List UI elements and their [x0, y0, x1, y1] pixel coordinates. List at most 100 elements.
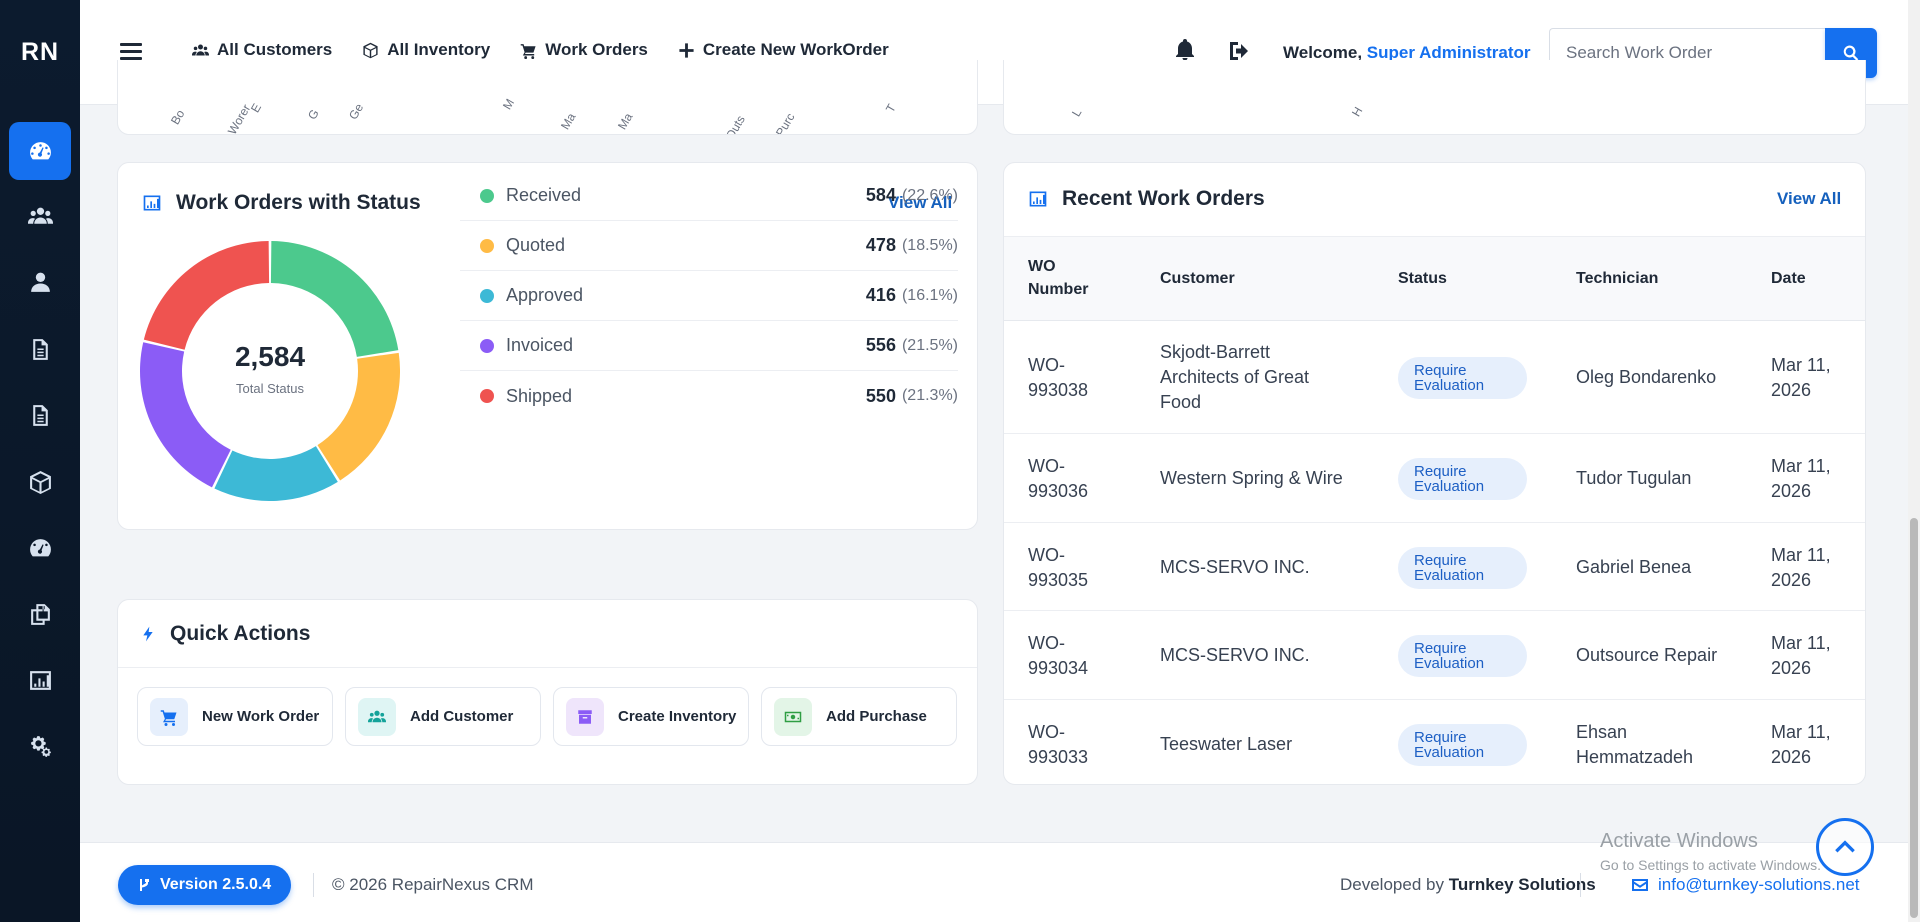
- wo-prefix: WO-: [1028, 722, 1065, 742]
- table-row[interactable]: WO- 993034 MCS-SERVO INC. Require Evaluati…: [1004, 611, 1865, 700]
- donut-slice-received[interactable]: [270, 241, 399, 357]
- card-title-text: Work Orders with Status: [176, 191, 421, 214]
- legend-row-received: Received 584 (22.6%): [460, 171, 958, 221]
- donut-slice-quoted[interactable]: [317, 352, 400, 481]
- nav-work-orders[interactable]: Work Orders: [520, 40, 648, 60]
- sidebar-item-copies[interactable]: [9, 585, 71, 643]
- col-customer[interactable]: Customer: [1160, 270, 1235, 287]
- legend-value: 584: [865, 185, 896, 205]
- customer-line: Architects of Great: [1160, 367, 1310, 387]
- footer: Version 2.5.0.4 © 2026 RepairNexus CRM D…: [80, 842, 1908, 922]
- cell-wo-number[interactable]: WO- 993033: [1028, 720, 1088, 770]
- sidebar-item-documents[interactable]: [9, 320, 71, 378]
- sidebar-item-customers[interactable]: [9, 187, 71, 245]
- create-inventory-button[interactable]: Create Inventory: [553, 687, 749, 746]
- legend-percent: (21.5%): [901, 336, 958, 354]
- wo-prefix: WO-: [1028, 633, 1065, 653]
- card-title-text: Quick Actions: [170, 622, 311, 645]
- envelope-icon: [1632, 879, 1648, 891]
- cell-customer: Western Spring & Wire: [1160, 466, 1343, 491]
- money-icon: [784, 711, 802, 722]
- add-customer-button[interactable]: Add Customer: [345, 687, 541, 746]
- status-line: Require: [1414, 729, 1467, 746]
- cell-technician: Ehsan Hemmatzadeh: [1576, 720, 1693, 770]
- version-badge[interactable]: Version 2.5.0.4: [118, 865, 292, 905]
- new-work-order-button[interactable]: New Work Order: [137, 687, 333, 746]
- sidebar-item-performance[interactable]: [9, 519, 71, 577]
- scroll-to-top-button[interactable]: [1816, 818, 1874, 876]
- cell-wo-number[interactable]: WO- 993038: [1028, 353, 1088, 403]
- axis-label: Ge: [346, 101, 367, 122]
- sidebar-item-reports[interactable]: [9, 386, 71, 444]
- activate-title: Activate Windows: [1600, 830, 1758, 852]
- col-technician[interactable]: Technician: [1576, 270, 1659, 287]
- donut-slice-shipped[interactable]: [143, 241, 270, 350]
- chevron-up-icon: [1835, 840, 1855, 853]
- chart-icon: [1029, 191, 1047, 207]
- sidebar-item-settings[interactable]: [9, 717, 71, 775]
- table-row[interactable]: WO- 993035 MCS-SERVO INC. Require Evaluati…: [1004, 523, 1865, 611]
- col-wo-line1: WO: [1028, 258, 1056, 275]
- legend-dot: [480, 389, 494, 403]
- col-status[interactable]: Status: [1398, 270, 1447, 287]
- chart-icon: [143, 195, 161, 211]
- cell-wo-number[interactable]: WO- 993034: [1028, 631, 1088, 681]
- sidebar-item-inventory[interactable]: [9, 453, 71, 511]
- recent-header: Recent Work Orders View All: [1004, 163, 1865, 237]
- quick-actions-card: Quick Actions New Work Order Add Custome…: [117, 599, 978, 785]
- branch-icon: [140, 879, 149, 891]
- legend-dot: [480, 188, 494, 203]
- table-row[interactable]: WO- 993038 Skjodt-Barrett Architects of Gr…: [1004, 321, 1865, 434]
- status-badge: Require Evaluation: [1398, 458, 1527, 500]
- legend-row-quoted: Quoted 478 (18.5%): [460, 221, 958, 271]
- nav-all-customers[interactable]: All Customers: [192, 40, 332, 60]
- legend-dot: [480, 338, 494, 353]
- col-date[interactable]: Date: [1771, 270, 1806, 287]
- qa-icon-wrap: [774, 697, 812, 736]
- table-row[interactable]: WO- 993033 Teeswater Laser Require Evaluat…: [1004, 700, 1865, 784]
- col-wo-number[interactable]: WO Number: [1028, 255, 1088, 301]
- bell-icon: [1176, 39, 1194, 61]
- app-logo[interactable]: RN: [20, 38, 60, 66]
- status-donut-chart: [140, 241, 400, 501]
- wo-number: 993035: [1028, 570, 1089, 590]
- page-scrollbar[interactable]: [1908, 0, 1920, 922]
- tech-line: Oleg Bondarenko: [1576, 367, 1717, 387]
- donut-slice-invoiced[interactable]: [140, 342, 231, 488]
- status-view-all-link[interactable]: View All: [888, 193, 953, 212]
- email-link[interactable]: info@turnkey-solutions.net: [1632, 875, 1860, 895]
- qa-label: Add Purchase: [826, 708, 927, 725]
- cell-wo-number[interactable]: WO- 993036: [1028, 454, 1088, 504]
- qa-icon-wrap: [566, 697, 604, 736]
- legend-percent: (16.1%): [901, 286, 958, 304]
- menu-toggle-button[interactable]: [120, 43, 142, 61]
- sidebar-item-analytics[interactable]: [9, 651, 71, 709]
- tech-line: Ehsan: [1576, 722, 1628, 742]
- notifications-button[interactable]: [1173, 38, 1197, 64]
- cell-technician: Outsource Repair: [1576, 643, 1717, 668]
- sidebar-item-user[interactable]: [9, 253, 71, 311]
- nav-all-inventory[interactable]: All Inventory: [362, 40, 490, 60]
- legend-dot: [480, 238, 494, 253]
- axis-label: G: [305, 106, 322, 122]
- date-line: 2026: [1771, 380, 1812, 400]
- customer-line: Food: [1160, 392, 1202, 412]
- table-row[interactable]: WO- 993036 Western Spring & Wire Require E…: [1004, 434, 1865, 523]
- search-icon: [1843, 45, 1859, 61]
- cell-date: Mar 11, 2026: [1771, 543, 1831, 593]
- wo-number: 993038: [1028, 380, 1089, 400]
- legend-label: Shipped: [506, 385, 573, 406]
- add-purchase-button[interactable]: Add Purchase: [761, 687, 957, 746]
- scrollbar-thumb[interactable]: [1910, 518, 1918, 918]
- user-name-link[interactable]: Super Administrator: [1366, 43, 1531, 62]
- cell-wo-number[interactable]: WO- 993035: [1028, 543, 1088, 593]
- nav-label: All Customers: [217, 40, 333, 59]
- status-line: Evaluation: [1414, 478, 1485, 495]
- logout-button[interactable]: [1227, 39, 1251, 68]
- donut-slice-approved[interactable]: [214, 446, 338, 501]
- recent-view-all-link[interactable]: View All: [1777, 189, 1842, 208]
- cell-customer: Teeswater Laser: [1160, 732, 1292, 757]
- sidebar-item-dashboard[interactable]: [9, 122, 71, 180]
- nav-create-workorder[interactable]: Create New WorkOrder: [678, 40, 889, 60]
- legend-dot: [480, 288, 494, 303]
